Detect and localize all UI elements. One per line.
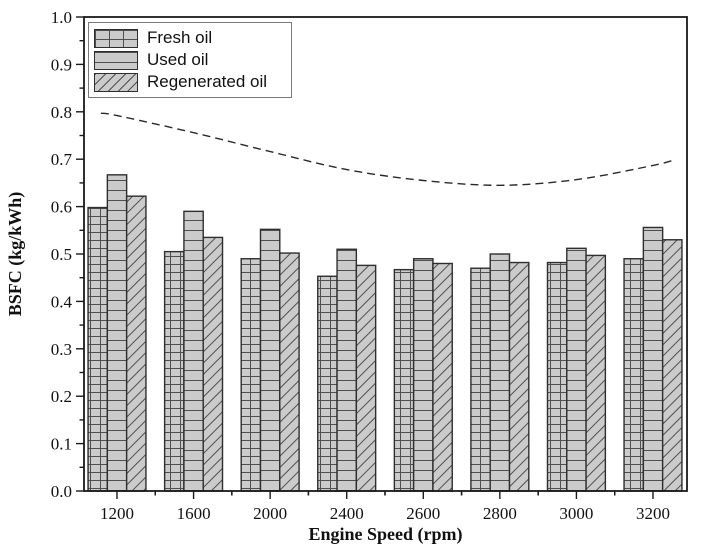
bar-grid-2800 (470, 267, 491, 492)
trend-dashed-line (100, 112, 676, 187)
x-tick-label: 1200 (100, 504, 134, 523)
x-tick-label: 2000 (253, 504, 287, 523)
legend: Fresh oil Used oil Regenerated oil (88, 22, 292, 98)
bar-diagonal-1600 (202, 236, 224, 492)
x-tick-label: 3200 (636, 504, 670, 523)
bar-diagonal-3200 (661, 239, 683, 492)
x-axis-title: Engine Speed (rpm) (308, 524, 463, 544)
regenerated-oil-swatch-icon (94, 72, 138, 92)
legend-item-regenerated-oil: Regenerated oil (94, 71, 285, 93)
y-axis-title: BSFC (kg/kWh) (5, 191, 25, 317)
bar-grid-3000 (546, 261, 568, 492)
fresh-oil-swatch-icon (94, 28, 138, 48)
y-tick-label: 0.4 (51, 292, 73, 311)
legend-item-used-oil: Used oil (94, 49, 285, 71)
bar-diagonal-2800 (508, 261, 530, 492)
bar-horizontal-2600 (412, 258, 434, 492)
legend-label: Used oil (147, 50, 209, 69)
y-tick-label: 0.8 (51, 103, 72, 122)
bar-diagonal-2600 (432, 262, 453, 492)
bar-grid-1200 (87, 206, 109, 492)
y-tick-label: 1.0 (51, 8, 72, 27)
bar-horizontal-2400 (336, 248, 358, 492)
bar-diagonal-3000 (585, 254, 607, 492)
y-tick-label: 0.7 (51, 150, 73, 169)
bar-horizontal-3200 (642, 226, 664, 492)
y-tick-label: 0.1 (51, 435, 72, 454)
x-tick-label: 2600 (406, 504, 440, 523)
x-tick-label: 2800 (483, 504, 517, 523)
bar-diagonal-2400 (355, 264, 377, 492)
bar-grid-2400 (317, 275, 338, 492)
axes-ticks: 0.0 0.1 0.2 0.3 0.4 0.5 0.6 0.7 0.8 0.9 1.0 1200 160… (51, 8, 670, 523)
used-oil-swatch-icon (94, 50, 138, 70)
legend-item-fresh-oil: Fresh oil (94, 27, 285, 49)
bar-horizontal-3000 (566, 247, 587, 492)
y-tick-label: 0.9 (51, 55, 72, 74)
x-tick-label: 2400 (330, 504, 364, 523)
bar-horizontal-2000 (259, 228, 281, 492)
bar-horizontal-1600 (183, 210, 204, 492)
y-tick-label: 0.0 (51, 482, 72, 501)
x-tick-label: 3000 (559, 504, 593, 523)
bar-diagonal-1200 (125, 195, 147, 492)
bar-grid-2600 (393, 268, 415, 492)
bar-grid-1600 (163, 250, 185, 492)
legend-label: Regenerated oil (147, 72, 268, 91)
bar-grid-3200 (623, 258, 645, 492)
bar-horizontal-2800 (489, 253, 511, 492)
legend-label: Fresh oil (147, 28, 213, 47)
y-tick-label: 0.5 (51, 245, 72, 264)
bar-diagonal-2000 (279, 252, 300, 492)
bar-grid-2000 (240, 258, 262, 492)
y-tick-label: 0.2 (51, 387, 72, 406)
bars-group (87, 174, 683, 492)
bar-horizontal-1200 (106, 174, 128, 492)
x-tick-label: 1600 (177, 504, 211, 523)
y-tick-label: 0.6 (51, 198, 72, 217)
y-tick-label: 0.3 (51, 340, 72, 359)
